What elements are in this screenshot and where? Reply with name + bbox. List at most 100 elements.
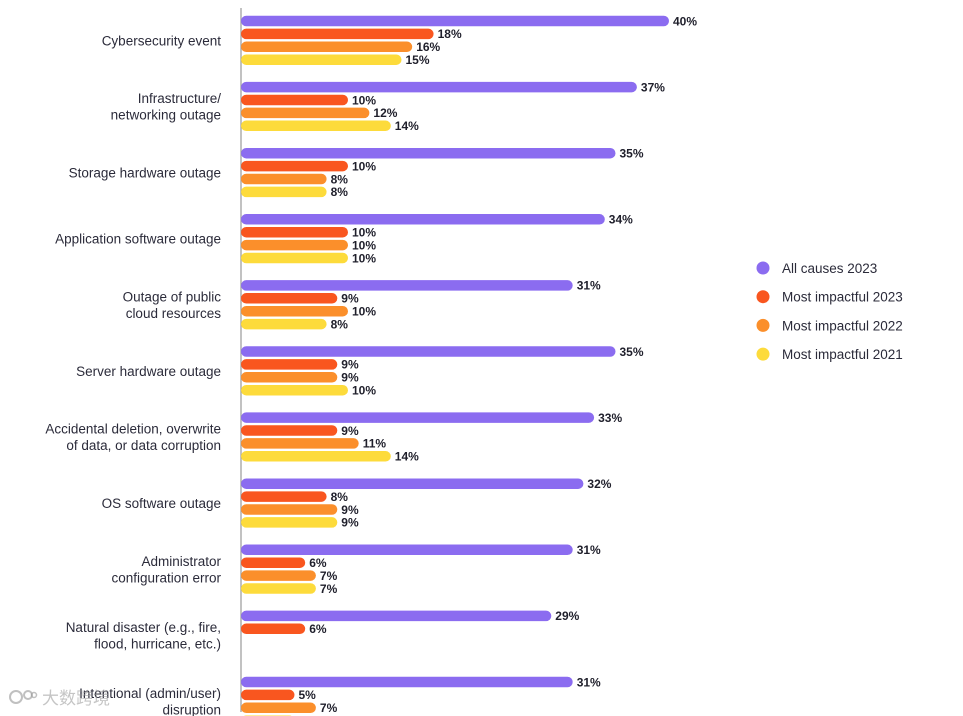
data-label: 32% <box>587 477 611 491</box>
bar-most-impactful-2023 <box>241 623 306 635</box>
bar-all-causes-2023 <box>241 412 595 423</box>
data-label: 6% <box>309 556 327 570</box>
legend-swatch <box>756 290 770 304</box>
category-label: Accidental deletion, overwrite of data, o… <box>45 422 221 454</box>
data-label: 11% <box>363 437 387 451</box>
bar-most-impactful-2021 <box>241 583 316 594</box>
data-label: 37% <box>641 80 665 94</box>
category-label: OS software outage <box>102 496 221 511</box>
data-label: 18% <box>438 27 462 41</box>
data-label: 10% <box>352 226 376 240</box>
data-label: 31% <box>577 279 601 293</box>
watermark-logo-icon <box>9 689 38 704</box>
bar-most-impactful-2023 <box>241 557 306 568</box>
bar-most-impactful-2023 <box>241 28 434 40</box>
data-label: 8% <box>331 490 349 504</box>
data-label: 7% <box>320 582 338 596</box>
category-label: Outage of public cloud resources <box>123 289 222 321</box>
bar-most-impactful-2022 <box>241 372 338 383</box>
bars-layer: 40%18%16%15%37%10%12%14%35%10%8%8%34%10%… <box>241 14 697 716</box>
watermark-text: 大数跨境 <box>42 689 110 709</box>
data-label: 5% <box>299 714 317 716</box>
bar-most-impactful-2023 <box>241 689 295 701</box>
bar-all-causes-2023 <box>241 478 584 489</box>
bar-all-causes-2023 <box>241 676 573 688</box>
legend: All causes 2023 Most impactful 2023 Most i… <box>756 261 903 362</box>
bar-most-impactful-2022 <box>241 570 316 581</box>
data-label: 8% <box>331 317 349 331</box>
data-label: 9% <box>341 358 359 372</box>
data-label: 10% <box>352 305 376 319</box>
data-label: 10% <box>352 251 376 265</box>
data-label: 40% <box>673 14 697 28</box>
data-label: 15% <box>406 53 430 67</box>
bar-most-impactful-2022 <box>241 504 338 515</box>
data-label: 9% <box>341 292 359 306</box>
data-label: 10% <box>352 93 376 107</box>
legend-swatch <box>756 347 770 361</box>
bar-most-impactful-2021 <box>241 451 391 462</box>
legend-label: Most impactful 2022 <box>782 318 903 333</box>
bar-all-causes-2023 <box>241 81 637 93</box>
watermark: 大数跨境 <box>8 684 110 709</box>
bar-most-impactful-2022 <box>241 173 327 185</box>
data-label: 16% <box>416 40 440 54</box>
bar-most-impactful-2021 <box>241 186 327 198</box>
bar-most-impactful-2021 <box>241 252 348 264</box>
bar-all-causes-2023 <box>241 346 616 357</box>
bar-most-impactful-2022 <box>241 239 348 251</box>
bar-most-impactful-2021 <box>241 517 338 528</box>
data-label: 35% <box>620 147 644 161</box>
data-label: 10% <box>352 159 376 173</box>
legend-swatch <box>756 318 770 332</box>
bar-most-impactful-2023 <box>241 226 348 238</box>
category-label: Storage hardware outage <box>69 166 221 181</box>
data-label: 8% <box>331 172 349 186</box>
bar-most-impactful-2023 <box>241 359 338 370</box>
bar-most-impactful-2022 <box>241 107 370 119</box>
bar-all-causes-2023 <box>241 610 552 622</box>
data-label: 10% <box>352 384 376 398</box>
data-label: 7% <box>320 701 338 715</box>
data-label: 10% <box>352 238 376 252</box>
bar-all-causes-2023 <box>241 544 573 556</box>
data-label: 6% <box>309 622 327 636</box>
bar-most-impactful-2023 <box>241 491 327 502</box>
bar-most-impactful-2021 <box>241 54 402 65</box>
data-label: 29% <box>555 609 579 623</box>
data-label: 33% <box>598 411 622 425</box>
data-label: 9% <box>341 371 359 385</box>
data-label: 7% <box>320 569 338 583</box>
bar-most-impactful-2022 <box>241 438 359 449</box>
data-label: 31% <box>577 675 601 689</box>
legend-label: Most impactful 2023 <box>782 290 903 305</box>
data-label: 8% <box>331 185 349 199</box>
data-label: 31% <box>577 543 601 557</box>
legend-label: All causes 2023 <box>782 261 877 276</box>
category-label: Administrator configuration error <box>111 554 221 586</box>
legend-swatch <box>756 261 770 275</box>
bar-all-causes-2023 <box>241 280 573 291</box>
bar-all-causes-2023 <box>241 214 605 225</box>
category-label: Natural disaster (e.g., fire, flood, hurr… <box>66 620 221 652</box>
bar-most-impactful-2022 <box>241 702 316 714</box>
bar-all-causes-2023 <box>241 147 616 159</box>
data-label: 5% <box>299 688 317 702</box>
data-label: 9% <box>341 424 359 438</box>
category-label: Cybersecurity event <box>102 33 222 48</box>
bar-most-impactful-2023 <box>241 94 348 106</box>
bar-most-impactful-2022 <box>241 41 413 53</box>
data-label: 14% <box>395 119 419 133</box>
bar-most-impactful-2023 <box>241 293 338 304</box>
bar-most-impactful-2023 <box>241 160 348 172</box>
category-label: Server hardware outage <box>76 364 221 379</box>
category-label: Application software outage <box>55 232 221 247</box>
legend-label: Most impactful 2021 <box>782 347 903 362</box>
bar-most-impactful-2022 <box>241 305 348 317</box>
data-label: 9% <box>341 503 359 517</box>
category-label: Intentional (admin/user) disruption <box>79 686 221 716</box>
bar-most-impactful-2021 <box>241 120 391 132</box>
bar-all-causes-2023 <box>241 15 669 27</box>
bar-most-impactful-2021 <box>241 318 327 330</box>
